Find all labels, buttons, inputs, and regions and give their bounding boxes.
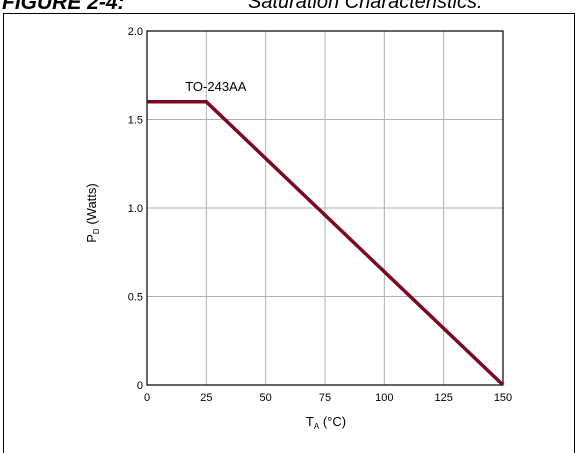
y-tick-label: 0.5 <box>128 292 143 304</box>
series-line <box>147 100 505 387</box>
y-tick-label: 1.5 <box>128 115 143 127</box>
chart: 0 25 50 75 100 125 150 00.51.01.52.0 TO-243AA … <box>84 26 512 431</box>
series <box>147 100 505 387</box>
grid <box>147 31 503 385</box>
x-tick-label: 150 <box>494 392 512 404</box>
x-tick-label: 75 <box>319 392 331 404</box>
x-axis-label-sub: A <box>314 422 320 431</box>
x-axis-label: TA (°C) <box>306 414 346 431</box>
series-annotation: TO-243AA <box>185 79 247 94</box>
y-tick-labels: 0 0.5 1.0 1.5 2.0 <box>128 26 143 392</box>
plot-area-border <box>146 30 504 386</box>
x-tick-label: 0 <box>144 392 150 404</box>
y-tick-label: 0 <box>137 380 143 392</box>
y-axis-label-sub: D <box>92 228 101 234</box>
x-axis-label-rest: (°C) <box>319 414 346 429</box>
figure-number: FIGURE 2-4: <box>2 0 125 14</box>
y-axis-label-main: P <box>84 234 99 243</box>
figure-frame <box>3 13 575 453</box>
x-tick-label: 50 <box>260 392 272 404</box>
x-tick-labels: 0 25 50 75 100 125 150 <box>144 392 512 404</box>
annotations: TO-243AA <box>185 79 247 94</box>
x-tick-label: 25 <box>200 392 212 404</box>
figure-caption: Saturation Characteristics. <box>248 0 483 13</box>
y-axis-label-rest: (Watts) <box>84 183 99 228</box>
x-axis-label-main: T <box>306 414 314 429</box>
y-tick-label: 1.0 <box>128 203 143 215</box>
y-axis-label: PD (Watts) <box>84 183 101 242</box>
y-tick-label: 2.0 <box>128 26 143 38</box>
x-tick-label: 100 <box>375 392 393 404</box>
figure-header: FIGURE 2-4: Saturation Characteristics. <box>0 0 578 17</box>
x-tick-label: 125 <box>434 392 452 404</box>
